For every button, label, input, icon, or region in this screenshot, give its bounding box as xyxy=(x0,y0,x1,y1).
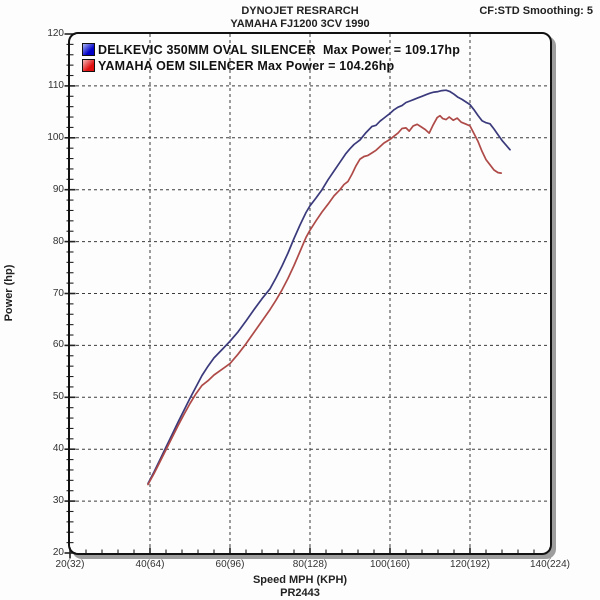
y-axis-title: Power (hp) xyxy=(3,264,15,322)
oem-yamaha-curve xyxy=(147,114,503,486)
legend-label-delkevic: DELKEVIC 350MM OVAL SILENCER Max Power =… xyxy=(98,42,461,57)
y-tick-label-80: 80 xyxy=(52,235,64,247)
x-tick-label-80: 80(128) xyxy=(292,559,328,570)
legend-item-delkevic: DELKEVIC 350MM OVAL SILENCER Max Power =… xyxy=(82,42,460,57)
x-tick-label-60: 60(96) xyxy=(215,559,245,570)
y-tick-label-70: 70 xyxy=(52,287,64,299)
y-tick-label-90: 90 xyxy=(52,183,64,195)
x-tick-label-20: 20(32) xyxy=(55,559,85,570)
report-header: DYNOJET RESRARCH YAMAHA FJ1200 3CV 1990 xyxy=(0,5,600,31)
y-tick-label-20: 20 xyxy=(52,547,64,558)
delkevic-curve xyxy=(147,89,511,485)
y-tick-label-60: 60 xyxy=(52,339,64,351)
y-tick-label-30: 30 xyxy=(52,495,64,507)
legend-label-oem: YAMAHA OEM SILENCER Max Power = 104.26hp xyxy=(98,58,395,73)
legend-swatch-oem xyxy=(82,59,95,72)
smoothing-info: CF:STD Smoothing: 5 xyxy=(479,5,593,17)
x-tick-label-40: 40(64) xyxy=(135,559,165,570)
chart-footnote: PR2443 xyxy=(280,587,320,599)
x-tick-label-140: 140(224) xyxy=(529,559,571,570)
y-tick-label-120: 120 xyxy=(47,28,64,39)
legend-swatch-delkevic xyxy=(82,43,95,56)
y-tick-label-50: 50 xyxy=(52,391,64,403)
report-subtitle: YAMAHA FJ1200 3CV 1990 xyxy=(230,18,370,30)
y-tick-label-110: 110 xyxy=(48,79,64,91)
report-title: DYNOJET RESRARCH xyxy=(241,5,359,17)
legend-item-oem: YAMAHA OEM SILENCER Max Power = 104.26hp xyxy=(82,58,460,73)
y-tick-label-40: 40 xyxy=(52,443,64,455)
legend: DELKEVIC 350MM OVAL SILENCER Max Power =… xyxy=(82,42,460,74)
y-tick-label-100: 100 xyxy=(47,131,64,143)
x-axis-title: Speed MPH (KPH) xyxy=(252,574,348,586)
x-tick-label-120: 120(192) xyxy=(449,559,491,570)
x-tick-label-100: 100(160) xyxy=(369,559,411,570)
